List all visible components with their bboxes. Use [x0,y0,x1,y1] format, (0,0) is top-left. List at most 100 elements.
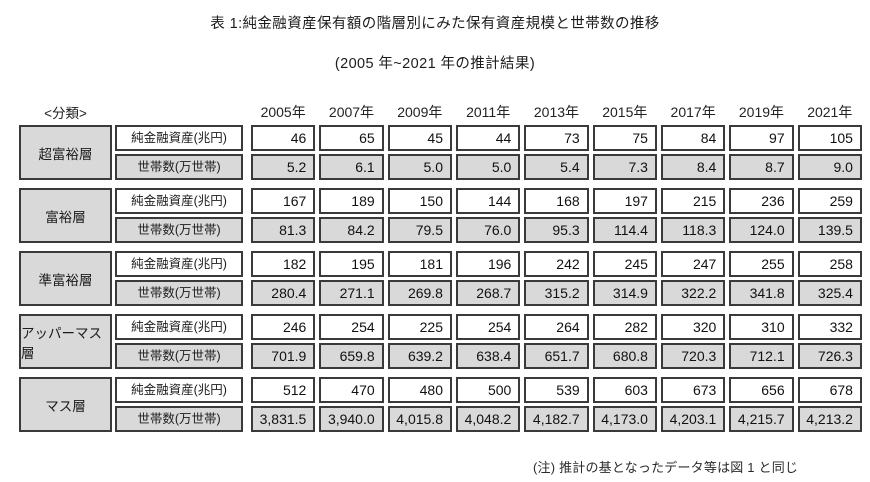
asset-value-cell: 84 [660,125,726,151]
household-value-cell: 639.2 [387,343,452,369]
tier-group-semi-wealthy: 準富裕層 純金融資産(兆円) 182 195 181 196 242 245 2… [19,251,862,306]
asset-value-cell: 197 [592,188,657,214]
row-label-households: 世帯数(万世帯) [115,217,243,243]
year-header-2007: 2007年 [328,104,375,120]
asset-value-cell: 480 [387,377,452,403]
asset-value-cell: 656 [729,377,794,403]
asset-value-cell: 245 [592,251,657,277]
asset-value-cell: 264 [524,314,589,340]
households-row: 世帯数(万世帯) 280.4 271.1 269.8 268.7 315.2 3… [115,280,862,306]
household-value-cell: 5.2 [251,154,316,180]
household-value-cell: 4,173.0 [592,406,657,432]
asset-value-cell: 45 [387,125,452,151]
table-title: 表 1:純金融資産保有額の階層別にみた保有資産規模と世帯数の推移 [210,16,660,32]
table-header-row: <分類> 2005年 2007年 2009年 2011年 2013年 2015年… [19,101,862,123]
asset-value-cell: 247 [660,251,726,277]
row-label-households: 世帯数(万世帯) [115,406,243,432]
asset-value-cell: 236 [729,188,794,214]
household-value-cell: 81.3 [251,217,316,243]
household-value-cell: 114.4 [592,217,657,243]
household-value-cell: 3,831.5 [251,406,316,432]
asset-value-cell: 242 [524,251,589,277]
household-value-cell: 268.7 [455,280,521,306]
household-value-cell: 3,940.0 [319,406,384,432]
classification-header: <分類> [44,106,87,121]
asset-value-cell: 73 [524,125,589,151]
year-header-2021: 2021年 [807,104,853,120]
asset-value-cell: 167 [251,188,316,214]
household-value-cell: 651.7 [524,343,589,369]
household-value-cell: 4,015.8 [387,406,452,432]
asset-value-cell: 144 [455,188,521,214]
asset-value-cell: 258 [797,251,862,277]
household-value-cell: 341.8 [729,280,794,306]
assets-row: 純金融資産(兆円) 182 195 181 196 242 245 247 25… [115,251,862,277]
row-label-households: 世帯数(万世帯) [115,343,243,369]
household-value-cell: 4,203.1 [660,406,726,432]
household-value-cell: 124.0 [729,217,794,243]
household-value-cell: 315.2 [524,280,589,306]
asset-value-cell: 246 [251,314,316,340]
asset-value-cell: 254 [455,314,521,340]
household-value-cell: 271.1 [319,280,384,306]
household-value-cell: 680.8 [592,343,657,369]
asset-value-cell: 603 [592,377,657,403]
household-value-cell: 8.4 [660,154,726,180]
household-value-cell: 4,213.2 [797,406,862,432]
household-value-cell: 322.2 [660,280,726,306]
year-header-2013: 2013年 [533,104,580,120]
asset-value-cell: 332 [797,314,862,340]
tier-name-cell: 富裕層 [19,188,112,243]
household-value-cell: 76.0 [455,217,521,243]
asset-value-cell: 105 [797,125,862,151]
household-value-cell: 139.5 [797,217,862,243]
asset-value-cell: 46 [251,125,316,151]
year-header-2011: 2011年 [466,104,511,120]
asset-value-cell: 539 [524,377,589,403]
household-value-cell: 9.0 [797,154,862,180]
tier-group-wealthy: 富裕層 純金融資産(兆円) 167 189 150 144 168 197 21… [19,188,862,243]
asset-value-cell: 225 [387,314,452,340]
household-value-cell: 280.4 [251,280,316,306]
household-value-cell: 5.4 [524,154,589,180]
row-label-households: 世帯数(万世帯) [115,280,243,306]
year-header-2019: 2019年 [738,104,785,120]
asset-value-cell: 150 [387,188,452,214]
assets-row: 純金融資産(兆円) 167 189 150 144 168 197 215 23… [115,188,862,214]
asset-value-cell: 255 [729,251,794,277]
year-header-2017: 2017年 [670,104,716,120]
asset-value-cell: 44 [455,125,521,151]
row-label-assets: 純金融資産(兆円) [115,125,243,151]
asset-value-cell: 320 [660,314,726,340]
asset-value-cell: 182 [251,251,316,277]
household-value-cell: 701.9 [251,343,316,369]
row-label-households: 世帯数(万世帯) [115,154,243,180]
row-label-assets: 純金融資産(兆円) [115,251,243,277]
year-header-2009: 2009年 [397,104,443,120]
household-value-cell: 659.8 [319,343,384,369]
assets-row: 純金融資産(兆円) 246 254 225 254 264 282 320 31… [115,314,862,340]
household-value-cell: 269.8 [387,280,452,306]
asset-value-cell: 215 [660,188,726,214]
households-row: 世帯数(万世帯) 701.9 659.8 639.2 638.4 651.7 6… [115,343,862,369]
tier-name-cell: マス層 [19,377,112,432]
row-label-assets: 純金融資産(兆円) [115,188,243,214]
asset-value-cell: 254 [319,314,384,340]
household-value-cell: 4,182.7 [524,406,589,432]
row-label-assets: 純金融資産(兆円) [115,314,243,340]
household-value-cell: 84.2 [319,217,384,243]
household-value-cell: 6.1 [319,154,384,180]
tier-group-mass: マス層 純金融資産(兆円) 512 470 480 500 539 603 67… [19,377,862,432]
household-value-cell: 95.3 [524,217,589,243]
household-value-cell: 638.4 [455,343,521,369]
asset-value-cell: 282 [592,314,657,340]
household-value-cell: 4,048.2 [455,406,521,432]
household-value-cell: 118.3 [660,217,726,243]
year-header-2015: 2015年 [602,104,648,120]
household-value-cell: 712.1 [729,343,794,369]
household-value-cell: 8.7 [729,154,794,180]
assets-row: 純金融資産(兆円) 46 65 45 44 73 75 84 97 105 [115,125,862,151]
asset-value-cell: 195 [319,251,384,277]
households-row: 世帯数(万世帯) 81.3 84.2 79.5 76.0 95.3 114.4 … [115,217,862,243]
footnote: (注) 推計の基となったデータ等は図 1 と同じ [533,460,799,475]
